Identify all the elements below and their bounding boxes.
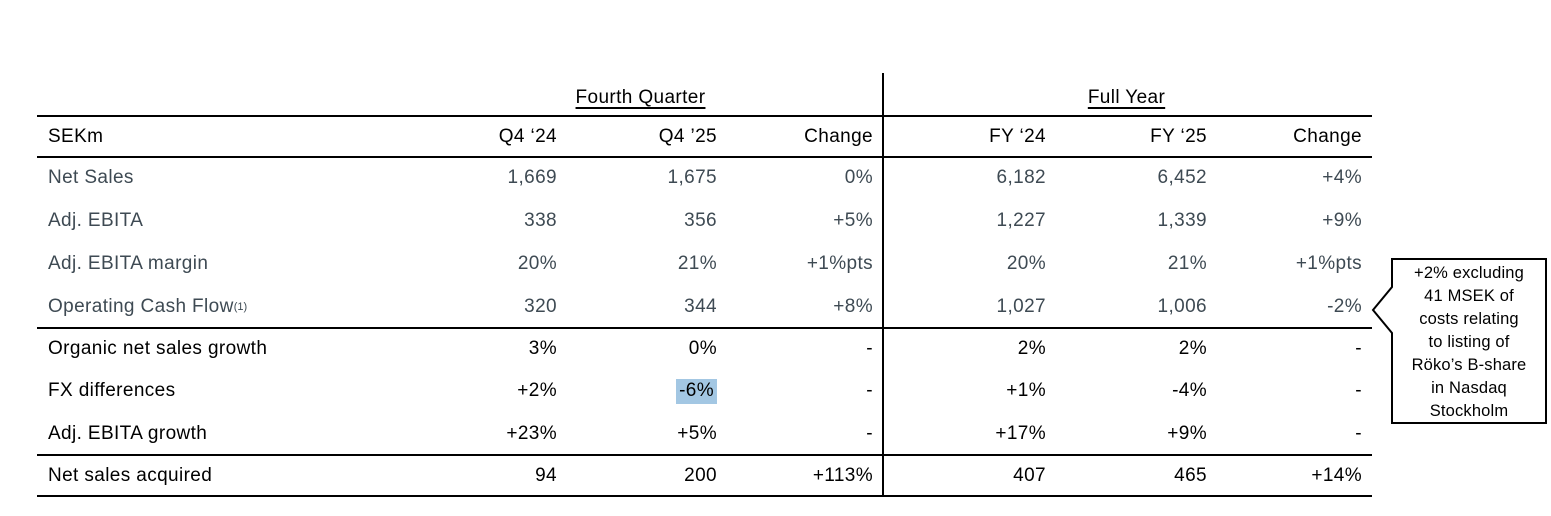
section-divider-line xyxy=(882,73,884,497)
row-label: Operating Cash Flow (1) xyxy=(37,285,400,328)
cell-fy-24: +17% xyxy=(995,422,1046,444)
rule-mid-section xyxy=(37,327,1372,329)
cell-q4-24: 20% xyxy=(517,252,557,274)
highlighted-value: -6% xyxy=(676,378,717,404)
column-header-fy-25: FY ‘25 xyxy=(1150,125,1207,147)
cell-q4-24: +2% xyxy=(517,380,557,402)
cell-q4-25: 1,675 xyxy=(667,167,717,189)
column-header-change-q: Change xyxy=(804,125,873,147)
cell-change-q: - xyxy=(866,380,873,402)
cell-change-q: 0% xyxy=(844,167,873,189)
column-header-change-fy: Change xyxy=(1293,125,1362,147)
group-header-spacer xyxy=(37,68,400,116)
cell-fy-25: 1,006 xyxy=(1157,295,1207,317)
cell-fy-24: 6,182 xyxy=(996,167,1046,189)
row-label: Adj. EBITA margin xyxy=(48,252,209,274)
cell-q4-24: 338 xyxy=(524,210,557,232)
callout-note: +2% excluding 41 MSEK of costs relating … xyxy=(1411,263,1527,420)
column-header-q4-25: Q4 ’25 xyxy=(658,125,717,147)
cell-change-fy: +9% xyxy=(1322,210,1362,232)
cell-change-q: +1%pts xyxy=(806,252,873,274)
row-label: Adj. EBITA xyxy=(48,210,144,232)
cell-fy-25: 2% xyxy=(1178,338,1207,360)
cell-change-fy: - xyxy=(1355,380,1362,402)
cell-change-q: - xyxy=(866,338,873,360)
rule-table-bottom xyxy=(37,495,1372,497)
cell-q4-25: -6% xyxy=(557,370,717,412)
row-label-text: Operating Cash Flow xyxy=(48,295,234,317)
row-label: FX differences xyxy=(48,380,176,402)
cell-fy-24: 2% xyxy=(1017,338,1046,360)
cell-q4-25: 356 xyxy=(684,210,717,232)
cell-fy-25: 1,339 xyxy=(1157,210,1207,232)
cell-fy-24: 1,227 xyxy=(996,210,1046,232)
cell-change-fy-cashflow: -2% xyxy=(1327,295,1362,317)
rule-below-column-headers xyxy=(37,156,1372,158)
column-header-fy-24: FY ‘24 xyxy=(989,125,1046,147)
cell-fy-25: +9% xyxy=(1167,422,1207,444)
rule-above-net-sales-acquired xyxy=(37,454,1372,456)
cell-fy-25: -4% xyxy=(1172,380,1207,402)
group-header-full-year-label: Full Year xyxy=(1087,87,1166,108)
cell-fy-24: 20% xyxy=(1006,252,1046,274)
cell-q4-25: 200 xyxy=(684,464,717,486)
cell-change-fy: +14% xyxy=(1311,464,1362,486)
row-label: Net Sales xyxy=(48,167,134,189)
column-header-q4-24: Q4 ‘24 xyxy=(498,125,557,147)
cell-change-q: +8% xyxy=(833,295,873,317)
cell-fy-24: +1% xyxy=(1006,380,1046,402)
row-label: Adj. EBITA growth xyxy=(48,422,208,444)
cell-fy-24: 1,027 xyxy=(996,295,1046,317)
cell-q4-24: 94 xyxy=(535,464,557,486)
cell-change-fy: - xyxy=(1355,422,1362,444)
cell-q4-25: 344 xyxy=(684,295,717,317)
cell-q4-25: 0% xyxy=(688,338,717,360)
group-header-full-year: Full Year xyxy=(881,68,1372,116)
cell-fy-24: 407 xyxy=(1013,464,1046,486)
cell-q4-24: 1,669 xyxy=(507,167,557,189)
cell-q4-25: +5% xyxy=(677,422,717,444)
financial-summary-table: Fourth Quarter Full Year SEKm Q4 ‘24 Q4 … xyxy=(37,68,1372,497)
cell-change-fy: +4% xyxy=(1322,167,1362,189)
cell-change-fy: +1%pts xyxy=(1295,252,1362,274)
cell-fy-25: 465 xyxy=(1174,464,1207,486)
cell-q4-24: 3% xyxy=(528,338,557,360)
cell-change-q: - xyxy=(866,422,873,444)
column-header-sekm: SEKm xyxy=(48,125,104,147)
cell-q4-24: +23% xyxy=(506,422,557,444)
rule-above-column-headers xyxy=(37,115,1372,117)
row-label: Net sales acquired xyxy=(48,464,213,486)
callout-bubble-shape xyxy=(1371,258,1547,424)
cell-change-q: +5% xyxy=(833,210,873,232)
cell-change-q: +113% xyxy=(812,464,873,486)
cell-q4-25: 21% xyxy=(677,252,717,274)
group-header-fourth-quarter: Fourth Quarter xyxy=(400,68,881,116)
cell-q4-24: 320 xyxy=(524,295,557,317)
group-header-fourth-quarter-label: Fourth Quarter xyxy=(575,87,706,108)
cell-fy-25: 21% xyxy=(1167,252,1207,274)
row-label: Organic net sales growth xyxy=(48,338,268,360)
cell-fy-25: 6,452 xyxy=(1157,167,1207,189)
cell-change-fy: - xyxy=(1355,338,1362,360)
footnote-marker: (1) xyxy=(233,300,248,313)
